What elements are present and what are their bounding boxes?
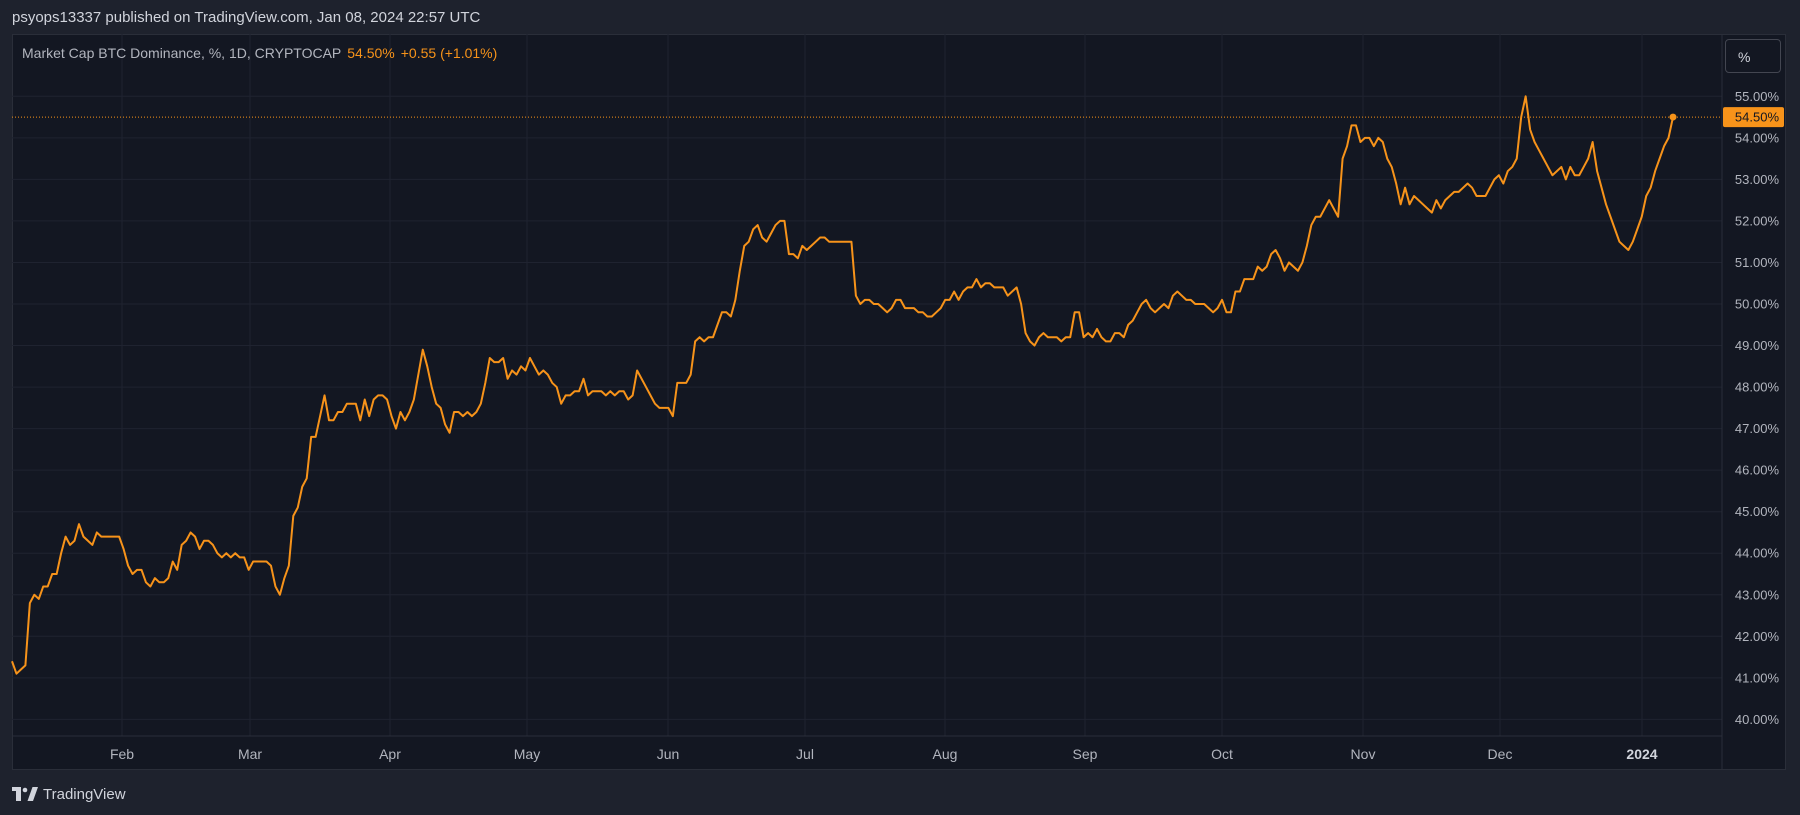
y-tick-label: 41.00%	[1735, 670, 1780, 685]
x-tick-label: Nov	[1351, 746, 1376, 762]
brand-name: TradingView	[43, 785, 126, 803]
last-value-label: 54.50%	[1735, 110, 1780, 125]
y-tick-label: 53.00%	[1735, 172, 1780, 187]
x-tick-label: Mar	[238, 746, 262, 762]
x-tick-label: Jun	[657, 746, 680, 762]
series-layer	[11, 95, 1674, 675]
grid-layer	[12, 34, 1722, 736]
y-tick-label: 44.00%	[1735, 546, 1780, 561]
y-tick-label: 49.00%	[1735, 338, 1780, 353]
y-tick-label: 47.00%	[1735, 421, 1780, 436]
percent-scale-button[interactable]: %	[1725, 39, 1781, 73]
legend-last-value: 54.50%	[347, 45, 395, 61]
chart-frame	[12, 34, 1786, 770]
tradingview-logo-icon	[12, 787, 38, 801]
legend-change: +0.55 (+1.01%)	[400, 45, 498, 61]
x-tick-label: Dec	[1488, 746, 1513, 762]
legend-symbol: Market Cap BTC Dominance, %, 1D, CRYPTOC…	[22, 45, 342, 61]
last-value-dot	[1669, 113, 1677, 121]
price-axis[interactable]: 40.00% 41.00% 42.00% 43.00% 44.00% 45.00% 46.0…	[1735, 89, 1780, 727]
y-tick-label: 54.00%	[1735, 130, 1780, 145]
publish-info: psyops13337 published on TradingView.com…	[12, 9, 481, 26]
y-tick-label: 40.00%	[1735, 712, 1780, 727]
brand-logo[interactable]: TradingView	[12, 782, 126, 806]
last-value-badge	[1723, 107, 1784, 128]
axis-layer	[12, 34, 1723, 770]
x-tick-label: Sep	[1073, 746, 1098, 762]
x-tick-label: 2024	[1626, 746, 1657, 762]
x-tick-label: Apr	[379, 746, 401, 762]
y-tick-label: 46.00%	[1735, 463, 1780, 478]
x-tick-label: Aug	[933, 746, 958, 762]
y-tick-label: 51.00%	[1735, 255, 1780, 270]
y-tick-label: 45.00%	[1735, 504, 1780, 519]
dominance-line	[11, 95, 1674, 675]
x-tick-label: Feb	[110, 746, 134, 762]
y-tick-label: 52.00%	[1735, 213, 1780, 228]
y-tick-label: 42.00%	[1735, 629, 1780, 644]
x-tick-label: May	[514, 746, 540, 762]
x-tick-label: Jul	[796, 746, 814, 762]
y-tick-label: 50.00%	[1735, 297, 1780, 312]
y-tick-label: 48.00%	[1735, 380, 1780, 395]
last-value-layer: 54.50%	[12, 107, 1784, 128]
y-tick-label: 55.00%	[1735, 89, 1780, 104]
chart-legend: Market Cap BTC Dominance, %, 1D, CRYPTOC…	[22, 45, 497, 61]
time-axis[interactable]: Feb Mar Apr May Jun Jul Aug Sep Oct Nov Dec 2024	[110, 746, 1658, 762]
y-tick-label: 43.00%	[1735, 587, 1780, 602]
x-tick-label: Oct	[1211, 746, 1233, 762]
